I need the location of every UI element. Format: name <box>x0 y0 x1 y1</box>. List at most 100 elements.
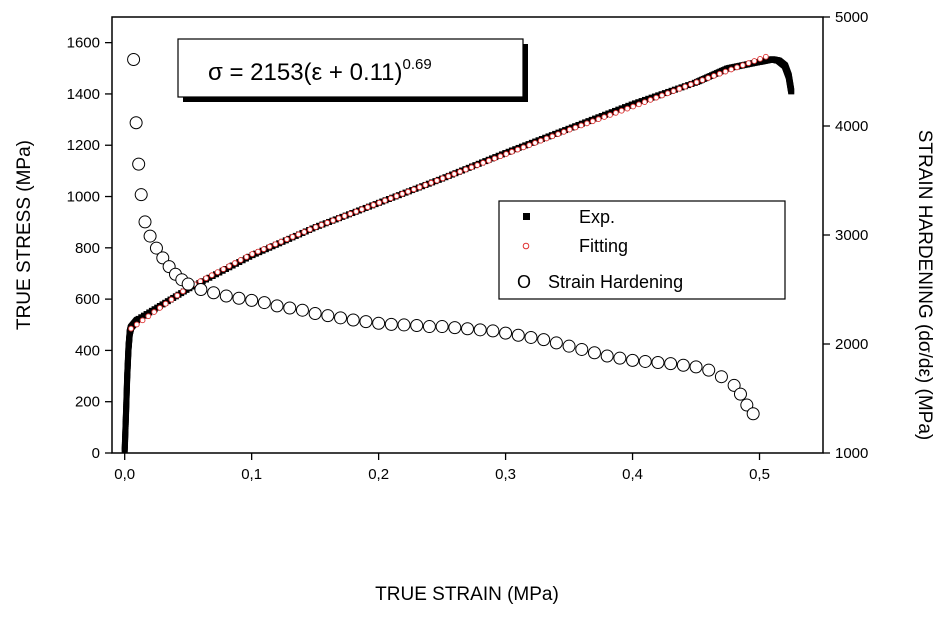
strain-hardening-point <box>638 354 652 368</box>
exp-point <box>615 106 622 113</box>
x-tick-label: 0,4 <box>622 466 643 483</box>
fitting-point <box>232 260 238 266</box>
legend-strain-hardening-label: Strain Hardening <box>548 272 683 292</box>
fitting-point <box>584 120 590 127</box>
strain-hardening-point <box>149 241 163 255</box>
y-axis-title: TRUE STRESS (MPa) <box>14 140 35 330</box>
fitting-point <box>705 75 712 81</box>
fitting-point <box>376 199 383 206</box>
fitting-point <box>503 151 510 157</box>
fitting-point <box>491 155 498 162</box>
fitting-point <box>151 309 157 315</box>
equation-frame <box>177 38 524 98</box>
strain-hardening-point <box>283 301 297 315</box>
strain-hardening-point <box>134 188 148 202</box>
fitting-point <box>693 79 700 86</box>
fitting-point <box>382 197 388 204</box>
fitting-point <box>439 175 446 182</box>
fitting-point <box>578 122 585 129</box>
strain-hardening-point <box>132 157 146 171</box>
strain-hardening-point <box>334 311 348 325</box>
fitting-point <box>434 177 440 184</box>
fitting-point <box>497 153 504 160</box>
y-tick-label: 1200 <box>67 137 100 154</box>
equation-text: σ = 2153(ε + 0.11)0.69 <box>208 56 432 86</box>
x-axis-title: TRUE STRAIN (MPa) <box>375 584 559 605</box>
strain-hardening-point <box>714 370 728 384</box>
fitting-point <box>364 204 371 210</box>
equation-prefix: σ = 2153(ε + 0.11) <box>208 59 403 86</box>
fitting-point <box>566 126 573 133</box>
strain-hardening-point <box>138 215 152 229</box>
fitting-point <box>699 77 706 83</box>
strain-hardening-point <box>727 378 741 392</box>
fitting-point <box>653 94 660 101</box>
strain-hardening-point <box>549 336 563 350</box>
strain-hardening-point <box>740 398 754 412</box>
strain-hardening-point <box>194 283 208 296</box>
y-tick-label: 1600 <box>67 35 100 52</box>
equation-box: σ = 2153(ε + 0.11)0.69 <box>177 38 528 102</box>
x-tick-label: 0,3 <box>495 466 516 483</box>
fitting-point <box>561 128 567 135</box>
fitting-point <box>307 226 313 233</box>
fitting-point <box>670 88 677 94</box>
fitting-point <box>659 92 665 99</box>
fitting-point <box>370 202 377 208</box>
fitting-point <box>133 321 140 328</box>
exp-point <box>638 98 645 105</box>
fitting-point <box>734 64 740 71</box>
fitting-point <box>226 263 233 269</box>
exp-point <box>552 130 559 137</box>
fitting-point <box>480 160 486 166</box>
fitting-point <box>174 292 181 299</box>
fitting-point <box>601 114 608 120</box>
strain-hardening-point <box>689 360 703 374</box>
strain-hardening-point <box>359 315 373 329</box>
strain-hardening-point <box>257 296 271 310</box>
fitting-point <box>514 146 521 153</box>
equation-exponent: 0.69 <box>403 56 432 73</box>
strain-hardening-point <box>384 317 398 331</box>
strain-hardening-point <box>511 328 525 342</box>
strain-hardening-point <box>613 351 627 365</box>
y-tick-label: 0 <box>92 445 100 462</box>
y2-tick-label: 5000 <box>835 9 868 26</box>
fitting-point <box>607 112 613 118</box>
strain-hardening-point <box>499 326 513 340</box>
strain-hardening-point <box>473 323 487 337</box>
fitting-point <box>751 58 758 64</box>
y-tick-label: 400 <box>75 342 100 359</box>
fitting-point <box>641 99 648 105</box>
fitting-point <box>162 300 169 307</box>
strain-hardening-point <box>156 251 170 265</box>
fitting-point <box>347 210 354 217</box>
exp-point <box>592 115 599 122</box>
fitting-point <box>722 68 729 75</box>
fitting-point <box>624 105 631 112</box>
fitting-point <box>295 231 302 238</box>
strain-hardening-point <box>676 358 690 372</box>
strain-hardening-point <box>448 321 462 335</box>
exp-point <box>206 274 213 281</box>
exp-point <box>625 102 632 109</box>
y2-tick-label: 1000 <box>835 445 868 462</box>
fitting-point <box>520 144 527 151</box>
fitting-point <box>289 234 296 240</box>
strain-hardening-point <box>422 320 436 334</box>
exp-point <box>442 174 449 181</box>
fitting-point <box>243 254 250 260</box>
exp-point <box>379 198 386 205</box>
strain-hardening-point <box>321 309 335 323</box>
legend-strain-hardening-marker: O <box>517 272 531 292</box>
strain-hardening-point <box>651 356 665 370</box>
fitting-point <box>324 219 331 226</box>
strain-hardening-point <box>207 286 221 300</box>
y2-tick-label: 3000 <box>835 227 868 244</box>
strain-hardening-point <box>600 349 614 363</box>
fitting-point <box>595 116 602 122</box>
fitting-point <box>647 97 654 103</box>
x-tick-label: 0,2 <box>368 466 389 483</box>
legend-fitting-marker <box>522 242 530 250</box>
strain-hardening-point <box>626 353 640 367</box>
